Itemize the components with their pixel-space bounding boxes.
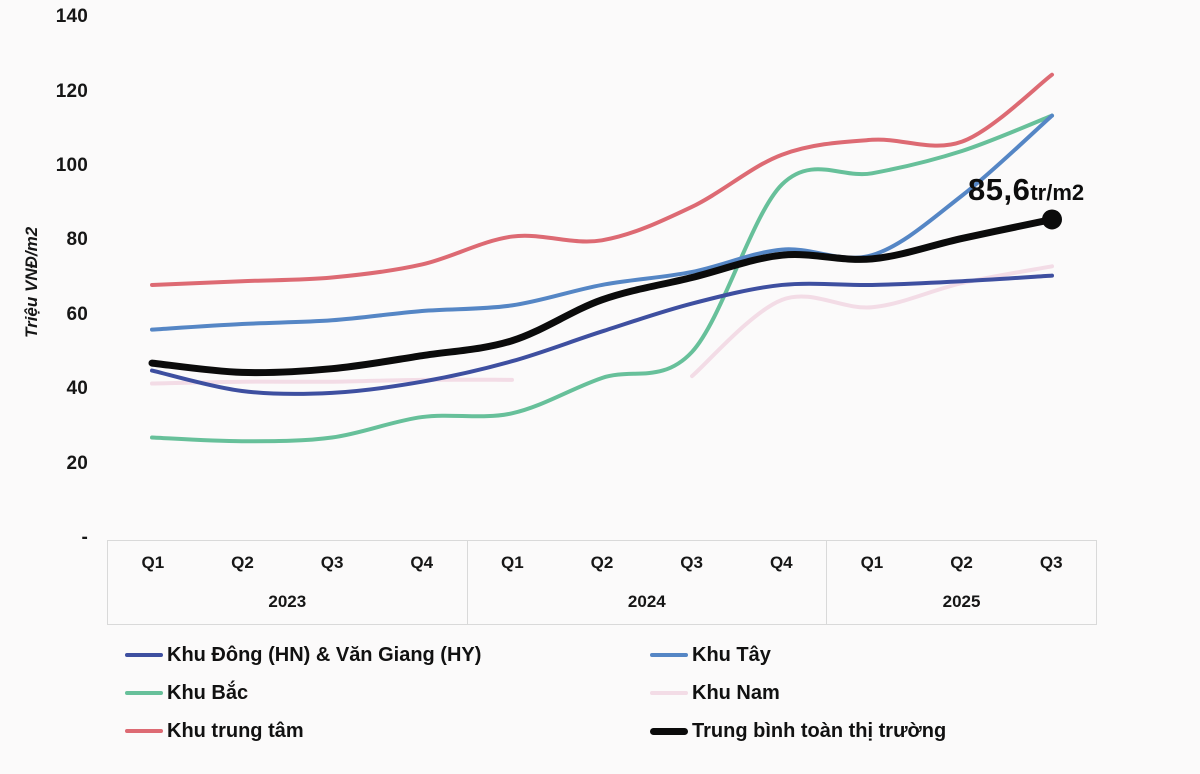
legend-swatch-khu-bac xyxy=(125,691,163,695)
series-line-khu-tay xyxy=(150,113,1054,332)
legend-item-khu-dong: Khu Đông (HN) & Văn Giang (HY) xyxy=(125,636,650,674)
legend-item-trung-binh: Trung bình toàn thị trường xyxy=(650,712,1085,750)
y-axis-tick: - xyxy=(81,527,88,548)
legend-swatch-khu-trung-tam xyxy=(125,729,163,733)
legend-label: Khu trung tâm xyxy=(167,719,304,742)
legend-item-khu-trung-tam: Khu trung tâm xyxy=(125,712,650,750)
legend-label: Khu Đông (HN) & Văn Giang (HY) xyxy=(167,643,482,666)
x-axis-quarter-label: Q1 xyxy=(501,553,524,572)
series-line-khu-bac xyxy=(150,113,1054,444)
legend-swatch-trung-binh xyxy=(650,727,688,735)
x-axis-quarter-label: Q2 xyxy=(231,553,254,572)
x-axis-year-label: 2025 xyxy=(942,592,981,611)
y-axis-tick: 100 xyxy=(55,155,88,176)
y-axis-tick: 60 xyxy=(66,304,88,325)
x-axis-group-2024: Q1 Q2 Q3 Q4 2024 xyxy=(466,541,827,624)
legend-item-khu-bac: Khu Bắc xyxy=(125,674,650,712)
x-axis-quarter-label: Q2 xyxy=(590,553,614,572)
y-axis-tick: 20 xyxy=(66,453,88,474)
legend-item-khu-tay: Khu Tây xyxy=(650,636,1085,674)
series-line-trung-binh-toan-thi-truong xyxy=(148,215,1056,377)
legend-column-left: Khu Đông (HN) & Văn Giang (HY) Khu Bắc K… xyxy=(125,636,650,750)
series-end-dot-trung-binh-toan-thi-truong xyxy=(1042,209,1062,230)
x-axis-quarter-label: Q3 xyxy=(680,553,703,572)
annotation-value: 85,6 xyxy=(968,172,1031,207)
y-axis-tick: 140 xyxy=(55,6,88,27)
x-axis-quarter-label: Q1 xyxy=(141,553,165,572)
series-line-khu-ong-hn-van-giang-hy xyxy=(150,273,1054,396)
x-axis-quarter-label: Q4 xyxy=(769,553,793,572)
x-axis-quarter-label: Q3 xyxy=(320,553,344,572)
legend-label: Khu Bắc xyxy=(167,681,249,704)
x-axis-quarter-label: Q2 xyxy=(950,553,973,572)
legend-label: Khu Nam xyxy=(692,681,780,704)
y-axis-tick: 120 xyxy=(55,81,88,102)
legend-swatch-khu-tay xyxy=(650,653,688,657)
x-axis-quarter-label: Q4 xyxy=(410,553,434,572)
x-axis-group-2023: Q1 Q2 Q3 Q4 2023 xyxy=(108,541,467,624)
legend-column-right: Khu Tây Khu Nam Trung bình toàn thị trườ… xyxy=(650,636,1085,750)
x-axis-quarter-label: Q3 xyxy=(1039,553,1063,572)
series-line-khu-nam xyxy=(150,377,514,386)
x-axis-year-label: 2023 xyxy=(268,592,307,611)
legend-label: Trung bình toàn thị trường xyxy=(692,719,947,742)
x-axis-quarter-label: Q1 xyxy=(860,553,884,572)
chart-plot-area xyxy=(148,72,1062,444)
series-line-khu-nam xyxy=(690,264,1054,379)
chart-legend: Khu Đông (HN) & Văn Giang (HY) Khu Bắc K… xyxy=(125,636,1085,750)
y-axis-tick: 80 xyxy=(66,229,88,250)
annotation-unit: tr/m2 xyxy=(1030,180,1085,205)
x-axis-group-2025: Q1 Q2 Q3 2025 xyxy=(826,541,1096,624)
legend-swatch-khu-nam xyxy=(650,691,688,695)
series-line-khu-trung-tam xyxy=(150,72,1054,287)
y-axis-tick: 40 xyxy=(66,378,88,399)
x-axis-year-label: 2024 xyxy=(627,592,666,611)
price-annotation: 85,6tr/m2 xyxy=(968,172,1084,208)
legend-label: Khu Tây xyxy=(692,643,771,666)
legend-item-khu-nam: Khu Nam xyxy=(650,674,1085,712)
legend-swatch-khu-dong xyxy=(125,653,163,657)
x-axis: Q1 Q2 Q3 Q4 2023 Q1 Q2 Q3 Q4 2024 Q1 Q2 … xyxy=(107,540,1097,625)
